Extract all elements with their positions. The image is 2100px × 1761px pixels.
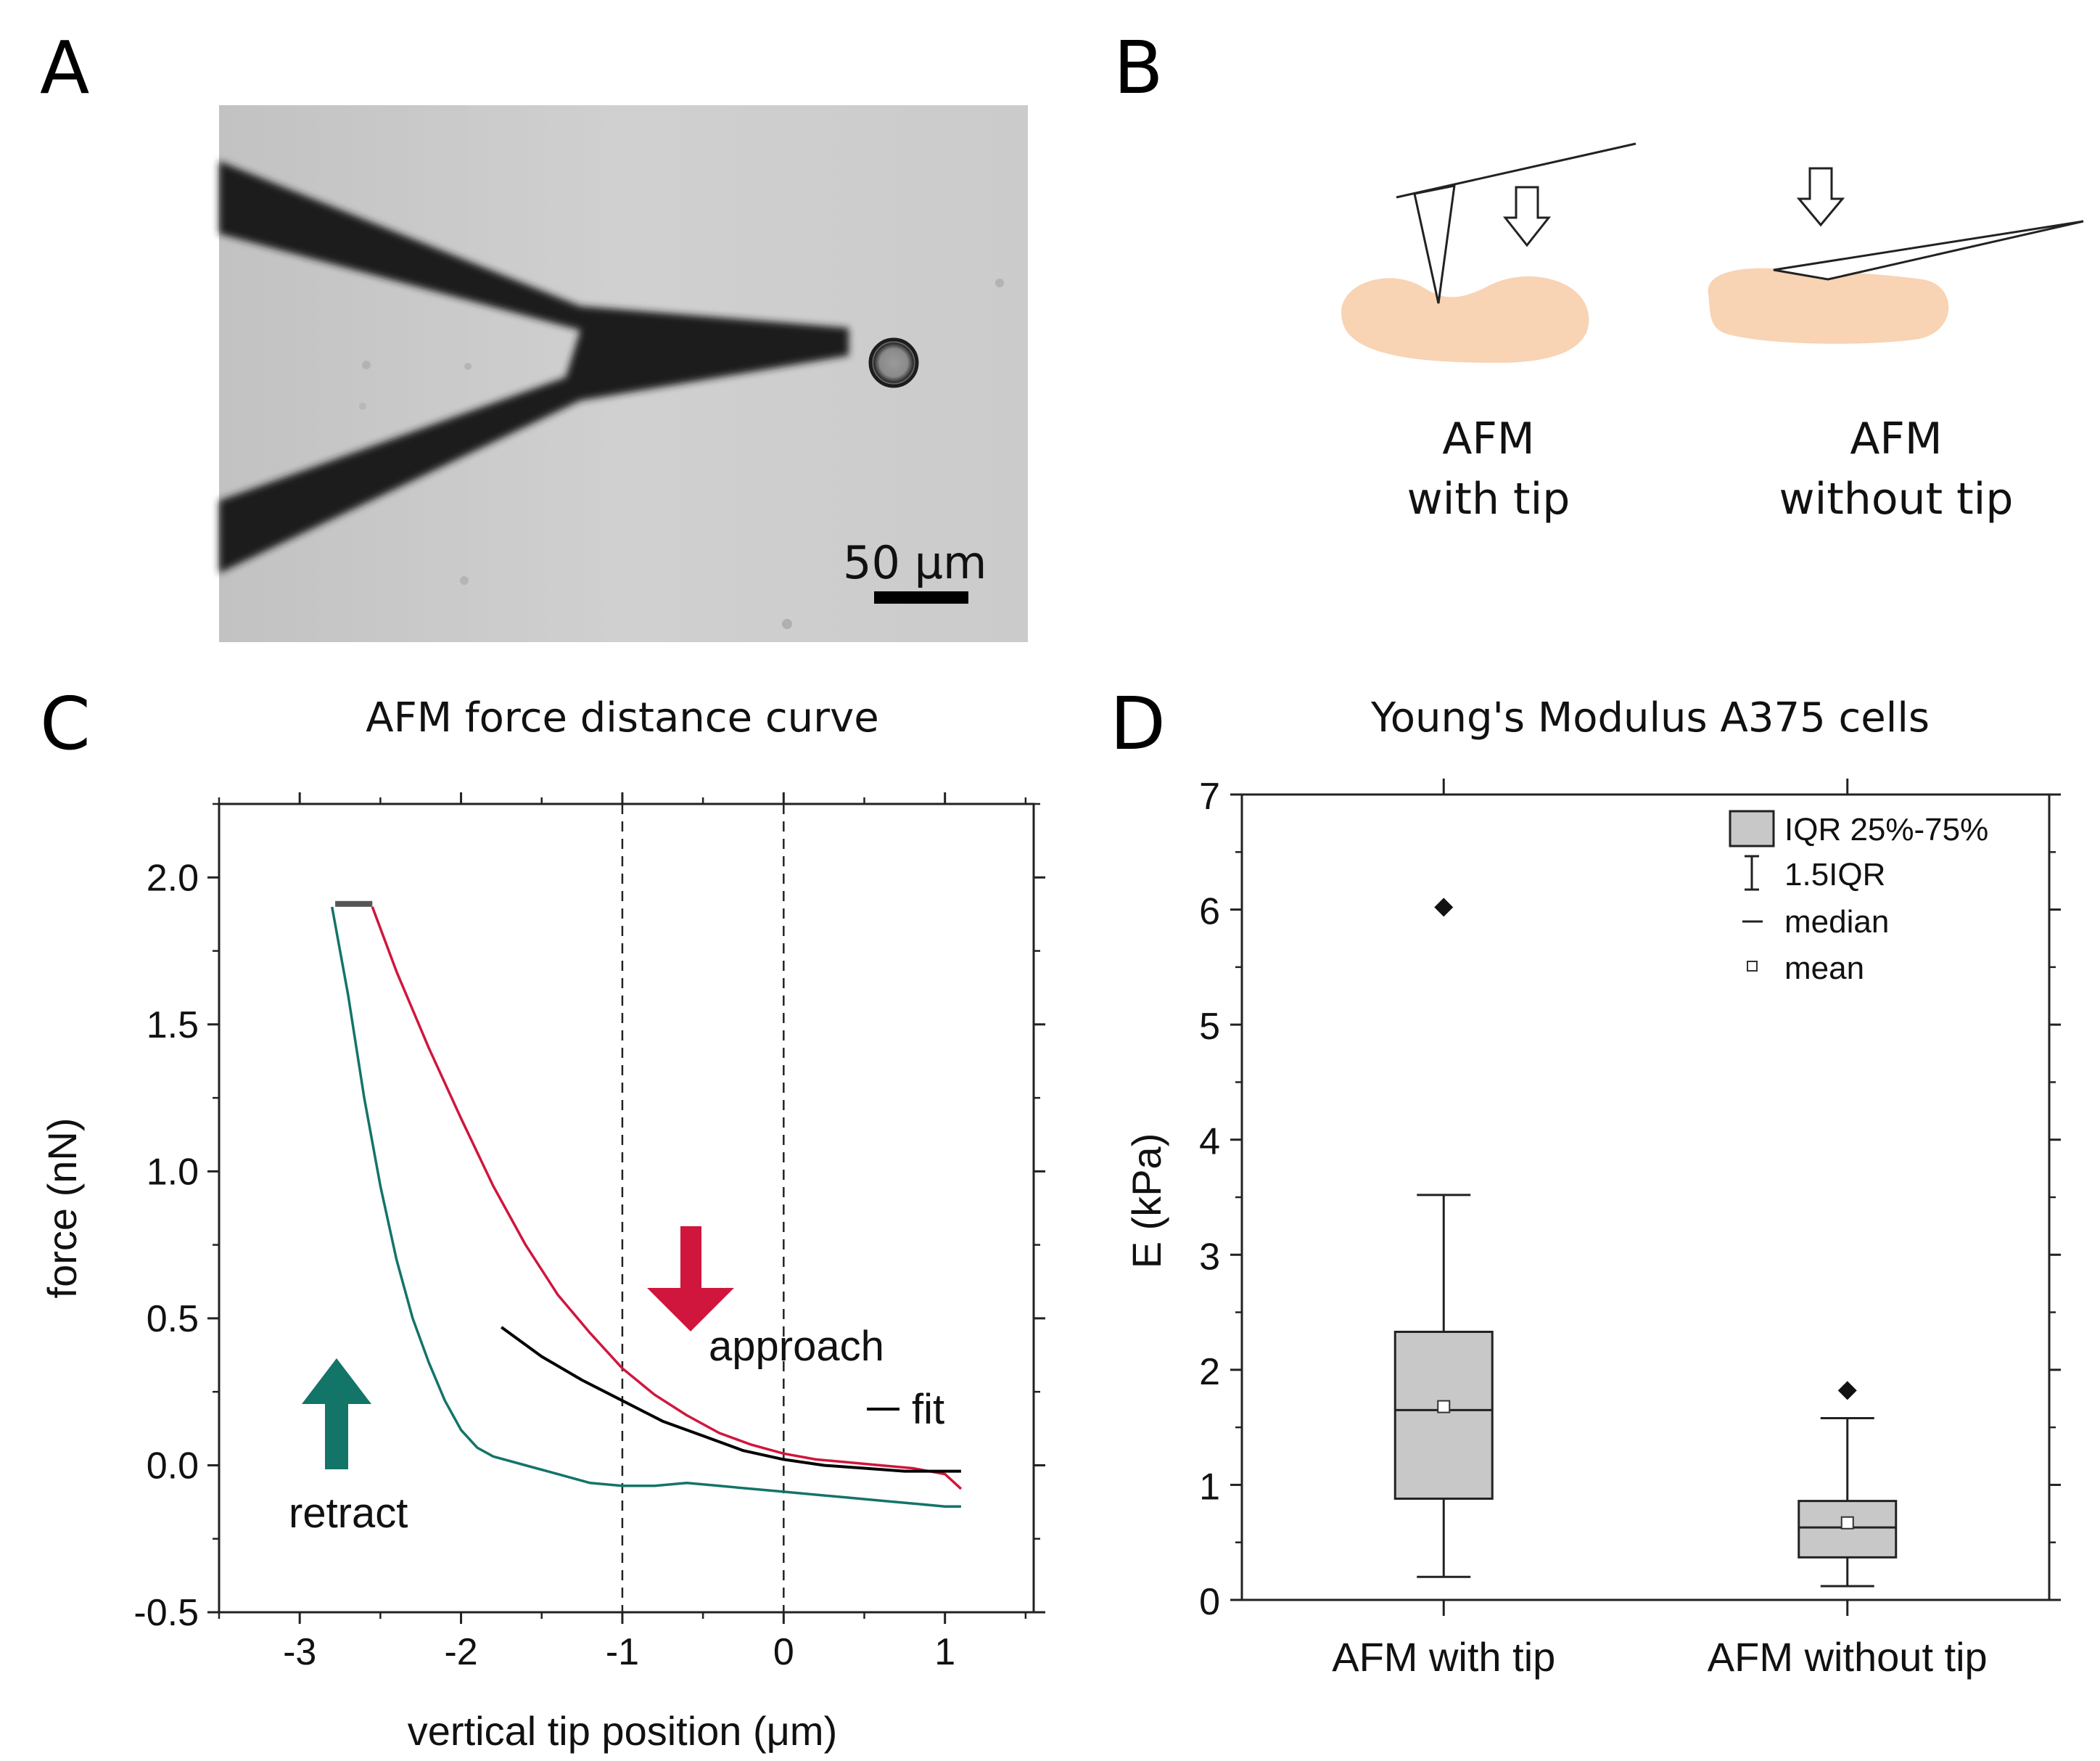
legend-mean: mean: [1784, 951, 1864, 986]
caption-left-line1: AFM: [1442, 414, 1534, 464]
legend-box-swatch: [1729, 810, 1775, 847]
x-category-label: AFM with tip: [1332, 1634, 1555, 1680]
cantilever: [219, 161, 849, 573]
legend-iqr: IQR 25%-75%: [1784, 812, 1988, 847]
outlier-point: [1837, 1381, 1857, 1400]
fit-label: fit: [912, 1386, 944, 1433]
panel-label-a: A: [40, 25, 89, 110]
cell-bead: [868, 337, 919, 388]
debris: [359, 403, 366, 410]
y-tick-label: 7: [1199, 776, 1220, 818]
y-tick-label: 1.5: [147, 1004, 199, 1046]
panel-c: C AFM force distance curve -3 -2 -1 0 1 -0.5 0…: [39, 681, 1045, 1754]
y-tick-label: 0.5: [147, 1298, 199, 1340]
down-arrow-icon: [1502, 186, 1552, 247]
y-tick-label: 1.0: [147, 1151, 199, 1193]
scale-bar: [874, 591, 968, 604]
legend-d: IQR 25%-75% 1.5IQR median mean: [1729, 810, 1988, 986]
legend-median: median: [1784, 904, 1889, 940]
debris: [464, 363, 472, 370]
y-tick-label: 2: [1199, 1351, 1220, 1393]
scale-bar-label: 50 µm: [843, 536, 987, 589]
caption-left-line2: with tip: [1407, 474, 1570, 525]
chart-title-d: Young's Modulus A375 cells: [1370, 694, 1930, 742]
y-axis-label-d: E (kPa): [1124, 1133, 1169, 1269]
y-tick-label: 4: [1199, 1121, 1220, 1163]
plot-frame-d: [1240, 793, 2051, 1601]
series-fit: [501, 1326, 961, 1473]
approach-label: approach: [709, 1323, 884, 1370]
caption-right-line1: AFM: [1850, 414, 1942, 464]
plot-frame-c: [218, 802, 1035, 1614]
tipless-cantilever: [1773, 220, 2084, 281]
box-mean: [1840, 1516, 1854, 1530]
debris: [995, 279, 1004, 287]
retract-label: retract: [289, 1490, 408, 1537]
cell-right: [1708, 268, 1949, 344]
legend-mean-swatch: [1747, 961, 1758, 972]
panel-b: B AFM with tip AFM without tip: [1113, 25, 2084, 525]
cell-left: [1341, 276, 1589, 363]
box-iqr: [1393, 1331, 1494, 1500]
chart-title-c: AFM force distance curve: [366, 694, 878, 742]
x-tick-label: -2: [444, 1631, 477, 1673]
legend-iqr15: 1.5IQR: [1784, 857, 1885, 892]
series-approach: [371, 906, 963, 1490]
y-tick-label: -0.5: [133, 1592, 199, 1634]
x-axis-label-c: vertical tip position (μm): [408, 1708, 837, 1754]
x-category-label: AFM without tip: [1708, 1634, 1988, 1680]
y-tick-label: 1: [1199, 1466, 1220, 1508]
x-tick-label: 1: [934, 1631, 955, 1673]
approach-arrow-icon: [647, 1226, 734, 1331]
y-tick-label: 3: [1199, 1236, 1220, 1278]
series-retract: [330, 906, 961, 1508]
panel-label-b: B: [1113, 25, 1164, 110]
y-tick-label: 5: [1199, 1006, 1220, 1048]
down-arrow-icon: [1796, 167, 1845, 227]
outlier-point: [1434, 898, 1454, 917]
x-tick-label: -3: [283, 1631, 316, 1673]
x-tick-label: 0: [773, 1631, 794, 1673]
y-tick-label: 0.0: [147, 1445, 199, 1487]
y-tick-label: 2.0: [147, 857, 199, 899]
x-tick-label: -1: [606, 1631, 639, 1673]
afm-tip: [1413, 184, 1456, 304]
debris: [362, 361, 371, 369]
panel-label-c: C: [40, 681, 91, 766]
debris: [460, 576, 469, 585]
box-mean: [1437, 1400, 1451, 1413]
caption-right-line2: without tip: [1779, 474, 2014, 525]
retract-arrow-icon: [302, 1358, 371, 1469]
panel-d: D Young's Modulus A375 cells AFM with ti…: [1110, 681, 2061, 1680]
y-axis-label-c: force (nN): [39, 1118, 85, 1299]
y-tick-label: 6: [1199, 891, 1220, 933]
panel-a: A 50 µm: [40, 25, 1028, 642]
panel-label-d: D: [1110, 681, 1166, 766]
debris: [782, 619, 792, 629]
y-tick-label: 0: [1199, 1581, 1220, 1623]
microscope-image: 50 µm: [219, 105, 1028, 642]
